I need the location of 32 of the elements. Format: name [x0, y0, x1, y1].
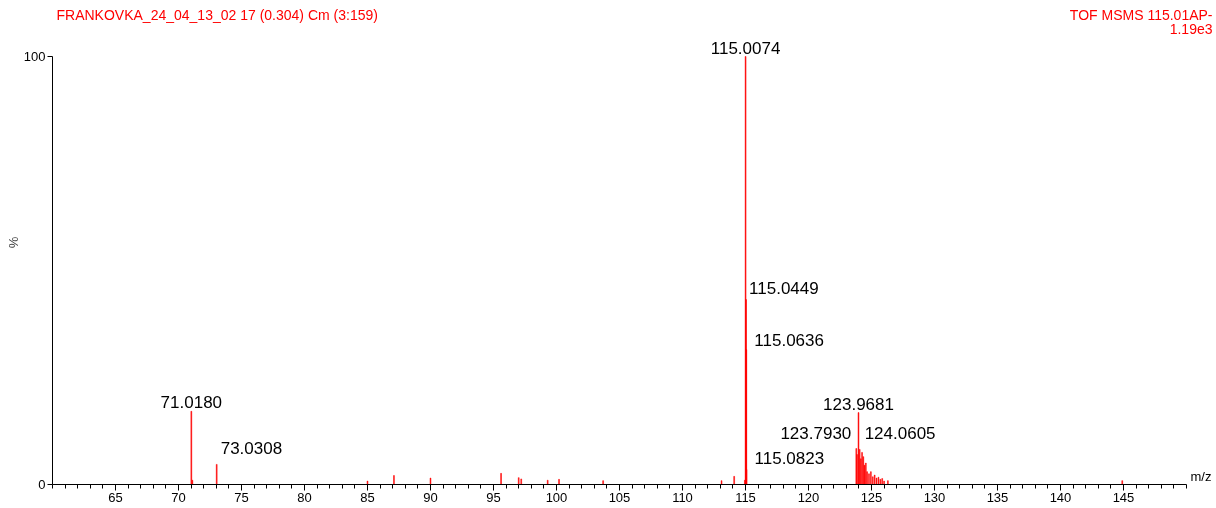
- x-tick-label: 65: [108, 489, 123, 505]
- x-tick-label: 120: [797, 489, 820, 505]
- x-tick-label: 95: [486, 489, 501, 505]
- annotation: 124.0605: [864, 424, 936, 444]
- annotation: 123.9681: [823, 394, 894, 414]
- x-tick-label: 135: [986, 489, 1009, 505]
- annotation: 115.0823: [754, 448, 825, 468]
- annotation: 115.0449: [749, 278, 819, 298]
- y-tick-label: 0: [38, 477, 46, 492]
- annotation: 115.0074: [710, 38, 781, 58]
- x-tick-label: 110: [672, 489, 693, 505]
- x-tick-label: 105: [608, 489, 631, 505]
- x-tick-label: 100: [545, 489, 568, 505]
- annotation: 115.0636: [754, 330, 824, 350]
- text: 1.19e3: [1169, 20, 1213, 37]
- x-tick-label: 90: [423, 489, 438, 505]
- x-axis-title: m/z: [1190, 468, 1212, 484]
- x-tick-label: 70: [171, 489, 186, 505]
- x-tick-label: 80: [297, 489, 312, 505]
- x-tick-label: 140: [1049, 489, 1072, 505]
- y-axis-title: %: [5, 236, 21, 249]
- text: TOF MSMS 115.01AP-: [1069, 6, 1213, 23]
- x-tick-label: 125: [860, 489, 883, 505]
- x-tick-label: 75: [234, 489, 249, 505]
- x-tick-label: 130: [923, 489, 946, 505]
- x-tick-label: 85: [360, 489, 375, 505]
- annotation: 71.0180: [160, 393, 223, 413]
- annotation: 73.0308: [220, 439, 283, 459]
- x-tick-label: 115: [735, 489, 756, 505]
- x-tick-label: 145: [1112, 489, 1135, 505]
- annotation: 123.7930: [780, 423, 852, 443]
- chart-title: FRANKOVKA_24_04_13_02 17 (0.304) Cm (3:159): [56, 6, 378, 23]
